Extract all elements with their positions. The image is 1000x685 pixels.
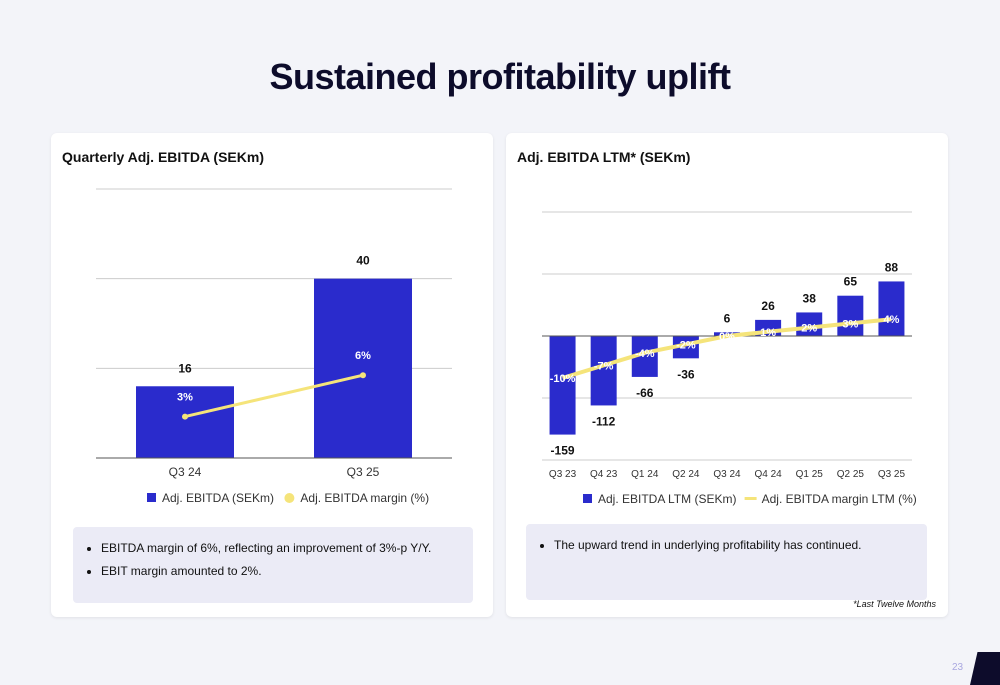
commentary-box: EBITDA margin of 6%, reflecting an impro… bbox=[73, 527, 473, 603]
margin-label: 0% bbox=[719, 331, 735, 343]
bar-value-label: -159 bbox=[551, 444, 575, 458]
bar-value-label: 38 bbox=[803, 291, 817, 305]
bar-value-label: 26 bbox=[761, 299, 775, 313]
brand-logo bbox=[970, 652, 1000, 685]
bar-value-label: -36 bbox=[677, 367, 695, 381]
bullet: EBIT margin amounted to 2%. bbox=[101, 564, 473, 578]
x-tick-label: Q3 25 bbox=[878, 469, 906, 480]
x-tick-label: Q4 24 bbox=[754, 469, 782, 480]
margin-label: -10% bbox=[550, 373, 576, 385]
x-tick-label: Q1 24 bbox=[631, 469, 659, 480]
card-title: Quarterly Adj. EBITDA (SEKm) bbox=[62, 149, 264, 165]
margin-label: -4% bbox=[635, 348, 655, 360]
margin-label: 6% bbox=[355, 350, 371, 362]
bar bbox=[878, 281, 905, 336]
bar-value-label: 65 bbox=[844, 275, 858, 289]
ltm-ebitda-card: Adj. EBITDA LTM* (SEKm) -159 -112 -66 -36 6 2… bbox=[506, 133, 948, 617]
bar-value-label: 16 bbox=[178, 361, 192, 375]
page-title: Sustained profitability uplift bbox=[269, 56, 732, 97]
legend-swatch-line bbox=[284, 493, 295, 503]
legend-swatch-line bbox=[744, 497, 757, 500]
page-number: 23 bbox=[952, 662, 964, 673]
x-tick-label: Q3 23 bbox=[549, 469, 577, 480]
x-tick-label: Q2 24 bbox=[672, 469, 700, 480]
quarterly-ebitda-card: Quarterly Adj. EBITDA (SEKm) 16 40 3% 6% Q3 … bbox=[51, 133, 493, 617]
margin-point bbox=[360, 372, 366, 379]
margin-label: 3% bbox=[177, 392, 193, 404]
margin-label: -7% bbox=[594, 360, 614, 372]
ltm-ebitda-chart: -159 -112 -66 -36 6 26 38 65 88 -10% -7% -4% -2% 0% 1%… bbox=[542, 211, 917, 506]
quarterly-ebitda-chart: 16 40 3% 6% Q3 24 Q3 25 Adj. EBITDA (SEKm) Adj.… bbox=[96, 188, 452, 505]
margin-label: 1% bbox=[760, 327, 776, 339]
x-tick-label: Q3 24 bbox=[169, 465, 202, 479]
card-title: Adj. EBITDA LTM* (SEKm) bbox=[517, 149, 691, 165]
bar bbox=[314, 278, 412, 458]
margin-label: 3% bbox=[842, 318, 858, 330]
legend-label: Adj. EBITDA (SEKm) bbox=[162, 491, 274, 505]
legend-label: Adj. EBITDA margin (%) bbox=[300, 491, 429, 505]
commentary-box: The upward trend in underlying profitabi… bbox=[526, 524, 927, 600]
bar bbox=[549, 336, 576, 435]
bar bbox=[837, 295, 864, 336]
x-tick-label: Q3 25 bbox=[347, 465, 380, 479]
margin-label: -2% bbox=[676, 339, 696, 351]
legend-swatch-bar bbox=[583, 494, 592, 503]
legend-label: Adj. EBITDA LTM (SEKm) bbox=[598, 492, 736, 506]
footnote: *Last Twelve Months bbox=[853, 599, 936, 609]
bar-value-label: 88 bbox=[885, 260, 899, 274]
bar-value-label: 40 bbox=[356, 254, 370, 268]
bar-value-label: -112 bbox=[592, 414, 616, 428]
bar-value-label: 6 bbox=[724, 311, 731, 325]
bar bbox=[136, 386, 234, 458]
legend-swatch-bar bbox=[147, 493, 156, 502]
margin-label: 4% bbox=[883, 314, 899, 326]
x-tick-label: Q3 24 bbox=[713, 469, 741, 480]
bullet: EBITDA margin of 6%, reflecting an impro… bbox=[101, 541, 473, 555]
bullet: The upward trend in underlying profitabi… bbox=[554, 538, 927, 552]
x-tick-label: Q2 25 bbox=[837, 469, 865, 480]
bar-value-label: -66 bbox=[636, 386, 654, 400]
legend-label: Adj. EBITDA margin LTM (%) bbox=[762, 492, 917, 506]
margin-line bbox=[561, 317, 892, 380]
x-tick-label: Q1 25 bbox=[796, 469, 824, 480]
margin-label: 2% bbox=[801, 323, 817, 335]
x-tick-label: Q4 23 bbox=[590, 469, 618, 480]
margin-line bbox=[184, 373, 364, 419]
margin-point bbox=[182, 413, 188, 420]
bar bbox=[590, 336, 617, 406]
